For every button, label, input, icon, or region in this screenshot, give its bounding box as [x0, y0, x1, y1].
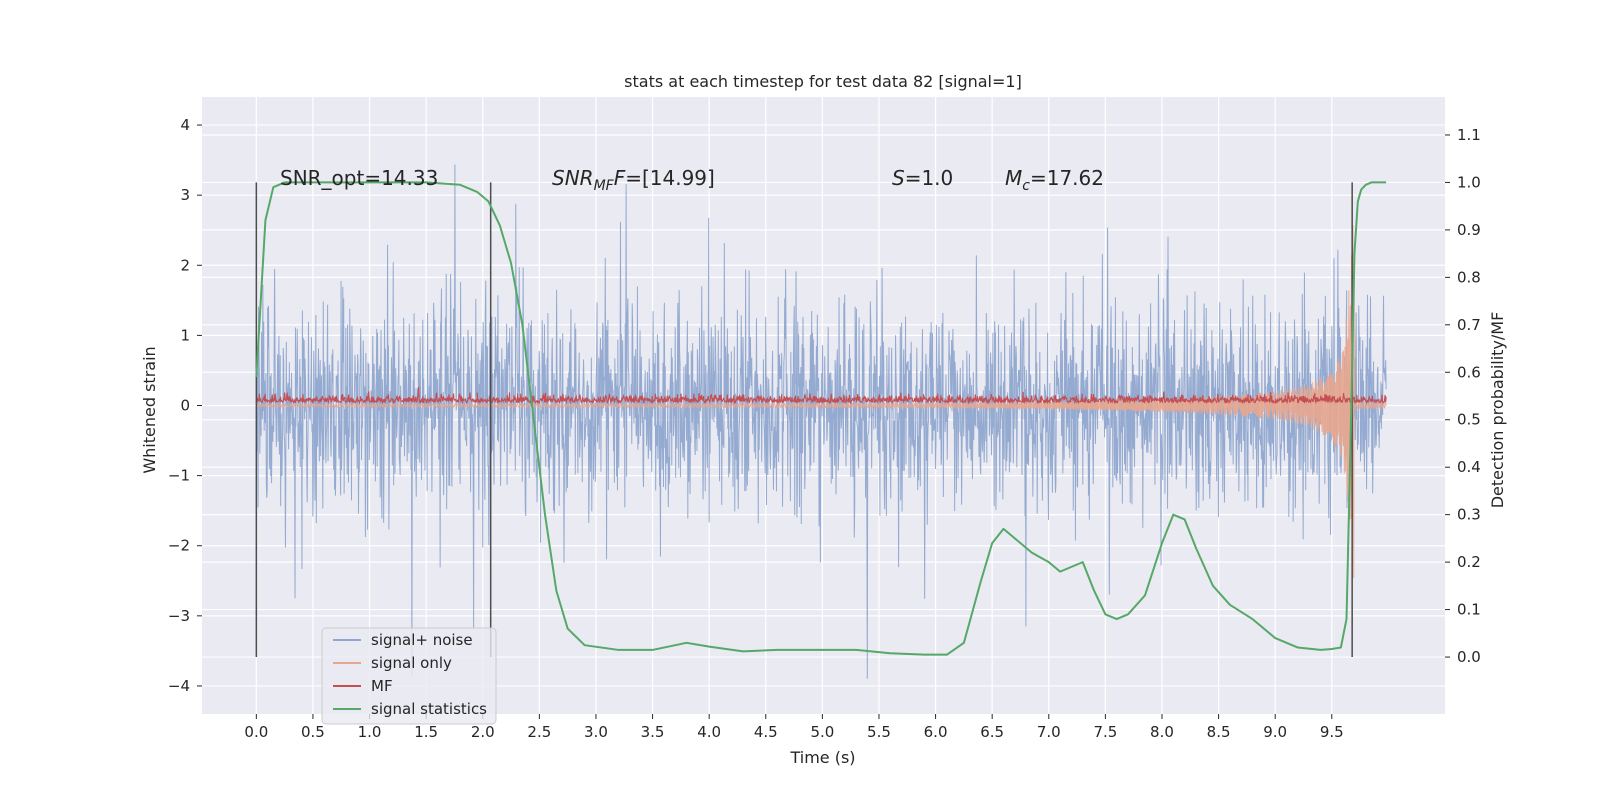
- series-signal-statistics: [255, 181, 1387, 656]
- y2-axis-ticks: 0.0 0.1 0.2 0.3 0.4 0.5 0.6 0.7 0.8 0.9 1.0 1.1: [1445, 126, 1481, 666]
- y2-tick-label-0: 0.0: [1457, 648, 1481, 666]
- y-tick-label-4: 0: [180, 397, 190, 415]
- x-tick-label-8: 4.0: [697, 723, 721, 741]
- annotation-mc: Mc=17.62: [1005, 166, 1104, 194]
- s-symbol: S: [892, 166, 905, 190]
- y2-tick-label-1: 0.1: [1457, 601, 1481, 619]
- y-axis-ticks: −4 −3 −2 −1 0 1 2 3 4: [168, 116, 202, 695]
- legend-box: [321, 627, 497, 725]
- mc-subscript: c: [1022, 178, 1030, 194]
- y2-tick-label-9: 0.9: [1457, 221, 1481, 239]
- annotation-snr-mf: SNRMFF=[14.99]: [552, 166, 715, 194]
- series-layer: [255, 164, 1387, 679]
- y2-tick-label-2: 0.2: [1457, 553, 1481, 571]
- legend: signal+ noise signal only MF signal stat…: [321, 627, 497, 725]
- series-mf: [255, 386, 1387, 405]
- x-tick-label-4: 2.0: [471, 723, 495, 741]
- x-tick-label-11: 5.5: [867, 723, 891, 741]
- y-tick-label-6: 2: [180, 256, 190, 274]
- x-axis-ticks: 0.0 0.5 1.0 1.5 2.0 2.5 3.0 3.5 4.0 4.5 5.0 5.5 6.0 6…: [244, 714, 1344, 741]
- x-tick-label-14: 7.0: [1037, 723, 1061, 741]
- y-tick-label-5: 1: [180, 326, 190, 344]
- mc-value: =17.62: [1030, 166, 1104, 190]
- stats-layer: [255, 181, 1387, 656]
- y2-axis-label: Detection probability/MF: [1488, 312, 1507, 509]
- x-tick-label-10: 5.0: [810, 723, 834, 741]
- x-tick-label-2: 1.0: [358, 723, 382, 741]
- x-tick-label-12: 6.0: [924, 723, 948, 741]
- y2-tick-label-8: 0.8: [1457, 268, 1481, 286]
- y2-tick-label-7: 0.7: [1457, 316, 1481, 334]
- x-axis-label: Time (s): [789, 748, 855, 767]
- y2-tick-label-11: 1.1: [1457, 126, 1481, 144]
- x-tick-label-7: 3.5: [641, 723, 665, 741]
- x-tick-label-13: 6.5: [980, 723, 1004, 741]
- snr-mf-symbol: SNR: [552, 166, 594, 190]
- legend-label-signal-only: signal only: [371, 654, 452, 672]
- y-tick-label-2: −2: [168, 537, 190, 555]
- y-tick-label-0: −4: [168, 677, 190, 695]
- x-tick-label-3: 1.5: [414, 723, 438, 741]
- vertical-markers: [255, 182, 1353, 658]
- annotation-snr-opt: SNR_opt=14.33: [280, 166, 438, 190]
- y2-tick-label-10: 1.0: [1457, 173, 1481, 191]
- x-tick-label-1: 0.5: [301, 723, 325, 741]
- mc-symbol: M: [1005, 166, 1022, 190]
- legend-label-signal-noise: signal+ noise: [371, 631, 473, 649]
- y2-tick-label-3: 0.3: [1457, 506, 1481, 524]
- y2-tick-label-4: 0.4: [1457, 458, 1481, 476]
- s-value: =1.0: [905, 166, 954, 190]
- legend-label-signal-statistics: signal statistics: [371, 700, 487, 718]
- y-tick-label-7: 3: [180, 186, 190, 204]
- y2-tick-label-5: 0.5: [1457, 411, 1481, 429]
- series-signal-only: [255, 225, 1387, 579]
- y-tick-label-8: 4: [180, 116, 190, 134]
- snr-mf-f: F: [614, 166, 626, 190]
- x-tick-label-17: 8.5: [1207, 723, 1231, 741]
- y-axis-label: Whitened strain: [140, 346, 159, 473]
- x-tick-label-0: 0.0: [244, 723, 268, 741]
- x-tick-label-9: 4.5: [754, 723, 778, 741]
- annotation-s: S=1.0: [892, 166, 953, 190]
- y2-tick-label-6: 0.6: [1457, 363, 1481, 381]
- x-tick-label-6: 3.0: [584, 723, 608, 741]
- y-tick-label-3: −1: [168, 467, 190, 485]
- y-tick-label-1: −3: [168, 607, 190, 625]
- x-tick-label-19: 9.5: [1320, 723, 1344, 741]
- legend-label-mf: MF: [371, 677, 393, 695]
- x-tick-label-5: 2.5: [527, 723, 551, 741]
- x-tick-label-16: 8.0: [1150, 723, 1174, 741]
- x-tick-label-15: 7.5: [1093, 723, 1117, 741]
- snr-mf-subscript: MF: [594, 178, 615, 194]
- chart-title: stats at each timestep for test data 82 …: [624, 72, 1022, 91]
- snr-mf-value: =[14.99]: [625, 166, 715, 190]
- x-tick-label-18: 9.0: [1263, 723, 1287, 741]
